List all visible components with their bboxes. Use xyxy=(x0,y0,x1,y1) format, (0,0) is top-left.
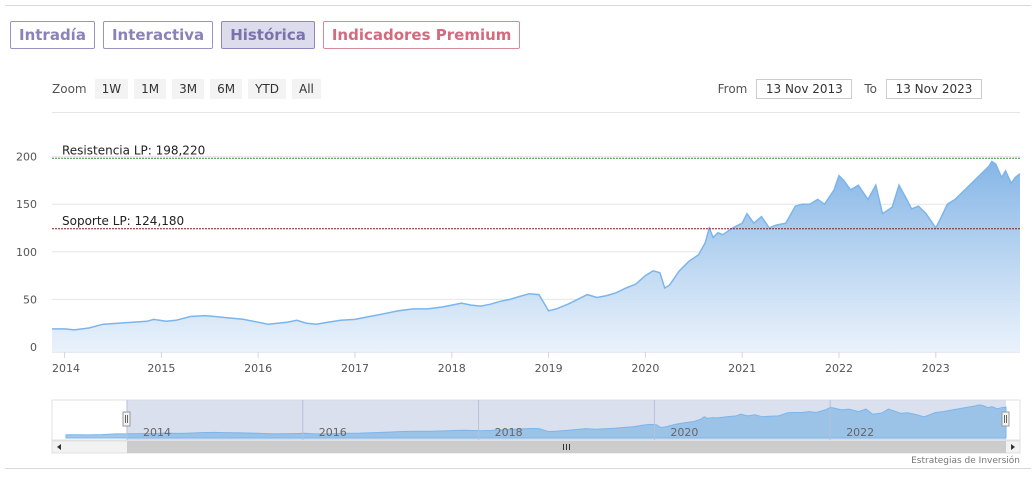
x-tick-label: 2016 xyxy=(244,362,272,375)
navigator[interactable]: 2014 2016 2018 2020 2022 xyxy=(51,399,1021,441)
x-tick-label: 2021 xyxy=(728,362,756,375)
zoom-label: Zoom xyxy=(52,82,87,96)
resistance-label: Resistencia LP: 198,220 xyxy=(62,143,205,157)
zoom-ytd-button[interactable]: YTD xyxy=(248,79,286,99)
zoom-1w-button[interactable]: 1W xyxy=(94,79,129,99)
from-date-input[interactable]: 13 Nov 2013 xyxy=(756,79,853,99)
x-tick-label: 2017 xyxy=(341,362,369,375)
zoom-3m-button[interactable]: 3M xyxy=(172,79,205,99)
support-label: Soporte LP: 124,180 xyxy=(62,214,184,228)
y-tick-label: 150 xyxy=(16,198,37,211)
top-divider xyxy=(5,5,1031,6)
to-date-input[interactable]: 13 Nov 2023 xyxy=(886,79,982,99)
zoom-1m-button[interactable]: 1M xyxy=(134,79,167,99)
zoom-all-button[interactable]: All xyxy=(292,79,321,99)
navigator-tick-label: 2018 xyxy=(495,426,523,439)
navigator-tick-label: 2016 xyxy=(319,426,347,439)
x-tick-label: 2020 xyxy=(631,362,659,375)
y-tick-label: 0 xyxy=(30,341,37,354)
x-tick-label: 2023 xyxy=(922,362,950,375)
x-tick-label: 2015 xyxy=(147,362,175,375)
zoom-6m-button[interactable]: 6M xyxy=(210,79,243,99)
tab-historica[interactable]: Histórica xyxy=(221,21,315,49)
navigator-tick-label: 2014 xyxy=(143,426,171,439)
tab-indicadores-premium[interactable]: Indicadores Premium xyxy=(322,21,521,49)
navigator-tick-label: 2020 xyxy=(670,426,698,439)
chart-tabs: Intradía Interactiva Histórica Indicador… xyxy=(10,21,521,49)
from-label: From xyxy=(717,82,748,96)
x-tick-label: 2014 xyxy=(52,362,80,375)
x-tick-label: 2019 xyxy=(535,362,563,375)
bottom-divider xyxy=(5,468,1031,469)
price-area xyxy=(52,161,1020,352)
navigator-area xyxy=(65,404,1007,439)
to-label: To xyxy=(864,82,877,96)
scroll-left-arrow-icon[interactable] xyxy=(57,444,61,450)
navigator-tick-label: 2022 xyxy=(846,426,874,439)
x-tick-label: 2018 xyxy=(438,362,466,375)
scrollbar-grip-icon xyxy=(563,444,570,450)
date-range-selector: From 13 Nov 2013 To 13 Nov 2023 xyxy=(718,79,982,99)
y-tick-label: 50 xyxy=(23,293,37,306)
y-tick-label: 200 xyxy=(16,151,37,164)
y-tick-label: 100 xyxy=(16,246,37,259)
navigator-left-handle[interactable] xyxy=(122,411,131,427)
navigator-right-handle[interactable] xyxy=(1001,411,1010,427)
toolbar-divider xyxy=(52,112,1020,113)
tab-interactiva[interactable]: Interactiva xyxy=(102,21,214,49)
scroll-right-arrow-icon[interactable] xyxy=(1011,444,1015,450)
scrollbar[interactable] xyxy=(51,440,1021,454)
x-tick-label: 2022 xyxy=(825,362,853,375)
zoom-selector: Zoom 1W 1M 3M 6M YTD All xyxy=(52,79,321,99)
price-line xyxy=(52,160,1021,331)
chart-credits: Estrategias de Inversión xyxy=(911,456,1020,466)
tab-intradia[interactable]: Intradía xyxy=(10,21,95,49)
